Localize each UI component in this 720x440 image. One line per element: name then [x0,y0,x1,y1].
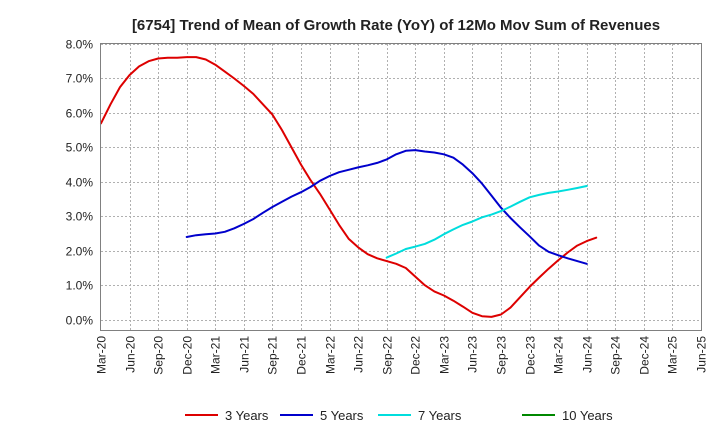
legend-item: 7 Years [378,408,462,423]
grid [101,44,701,330]
x-tick-label: Mar-22 [324,336,338,374]
legend-label: 5 Years [320,408,364,423]
legend-item: 3 Years [185,408,269,423]
x-tick-label: Mar-24 [552,336,566,374]
y-tick-label: 1.0% [66,279,94,293]
y-tick-label: 7.0% [66,72,94,86]
y-tick-label: 8.0% [66,38,94,52]
legend-item: 5 Years [280,408,364,423]
y-tick-label: 6.0% [66,107,94,121]
legend-item: 10 Years [522,408,613,423]
x-tick-label: Jun-25 [695,336,709,373]
series-lines [100,56,598,318]
x-tick-label: Sep-23 [495,336,509,375]
x-tick-label: Jun-22 [352,336,366,373]
legend-label: 3 Years [225,408,269,423]
x-tick-label: Mar-21 [209,336,223,374]
y-tick-label: 5.0% [66,141,94,155]
legend: 3 Years 5 Years 7 Years 10 Years [185,408,613,423]
x-tick-label: Jun-23 [466,336,480,373]
x-tick-label: Jun-21 [238,336,252,373]
series-line-5-years [185,149,588,265]
x-tick-label: Mar-20 [95,336,109,374]
x-tick-label: Jun-24 [581,336,595,373]
legend-label: 7 Years [418,408,462,423]
x-tick-label: Dec-23 [524,336,538,375]
series-line-7-years [385,185,588,259]
x-tick-label: Sep-21 [266,336,280,375]
x-tick-label: Mar-23 [438,336,452,374]
x-tick-label: Dec-24 [638,336,652,375]
x-axis-ticks: Mar-20 Jun-20 Sep-20 Dec-20 Mar-21 Jun-21 Sep-… [95,336,709,375]
y-tick-label: 4.0% [66,176,94,190]
y-axis-ticks: 0.0% 1.0% 2.0% 3.0% 4.0% 5.0% 6.0% 7.0% 8.0% [66,38,94,328]
plot-frame [100,43,702,331]
x-tick-label: Dec-20 [181,336,195,375]
x-tick-label: Dec-22 [409,336,423,375]
x-tick-label: Jun-20 [124,336,138,373]
x-tick-label: Mar-25 [666,336,680,374]
y-tick-label: 3.0% [66,210,94,224]
x-tick-label: Sep-22 [381,336,395,375]
chart-title: [6754] Trend of Mean of Growth Rate (YoY… [132,17,660,34]
y-tick-label: 2.0% [66,245,94,259]
x-tick-label: Sep-24 [609,336,623,375]
legend-label: 10 Years [562,408,613,423]
x-tick-label: Sep-20 [152,336,166,375]
x-tick-label: Dec-21 [295,336,309,375]
series-line-3-years [100,56,598,318]
y-tick-label: 0.0% [66,314,94,328]
